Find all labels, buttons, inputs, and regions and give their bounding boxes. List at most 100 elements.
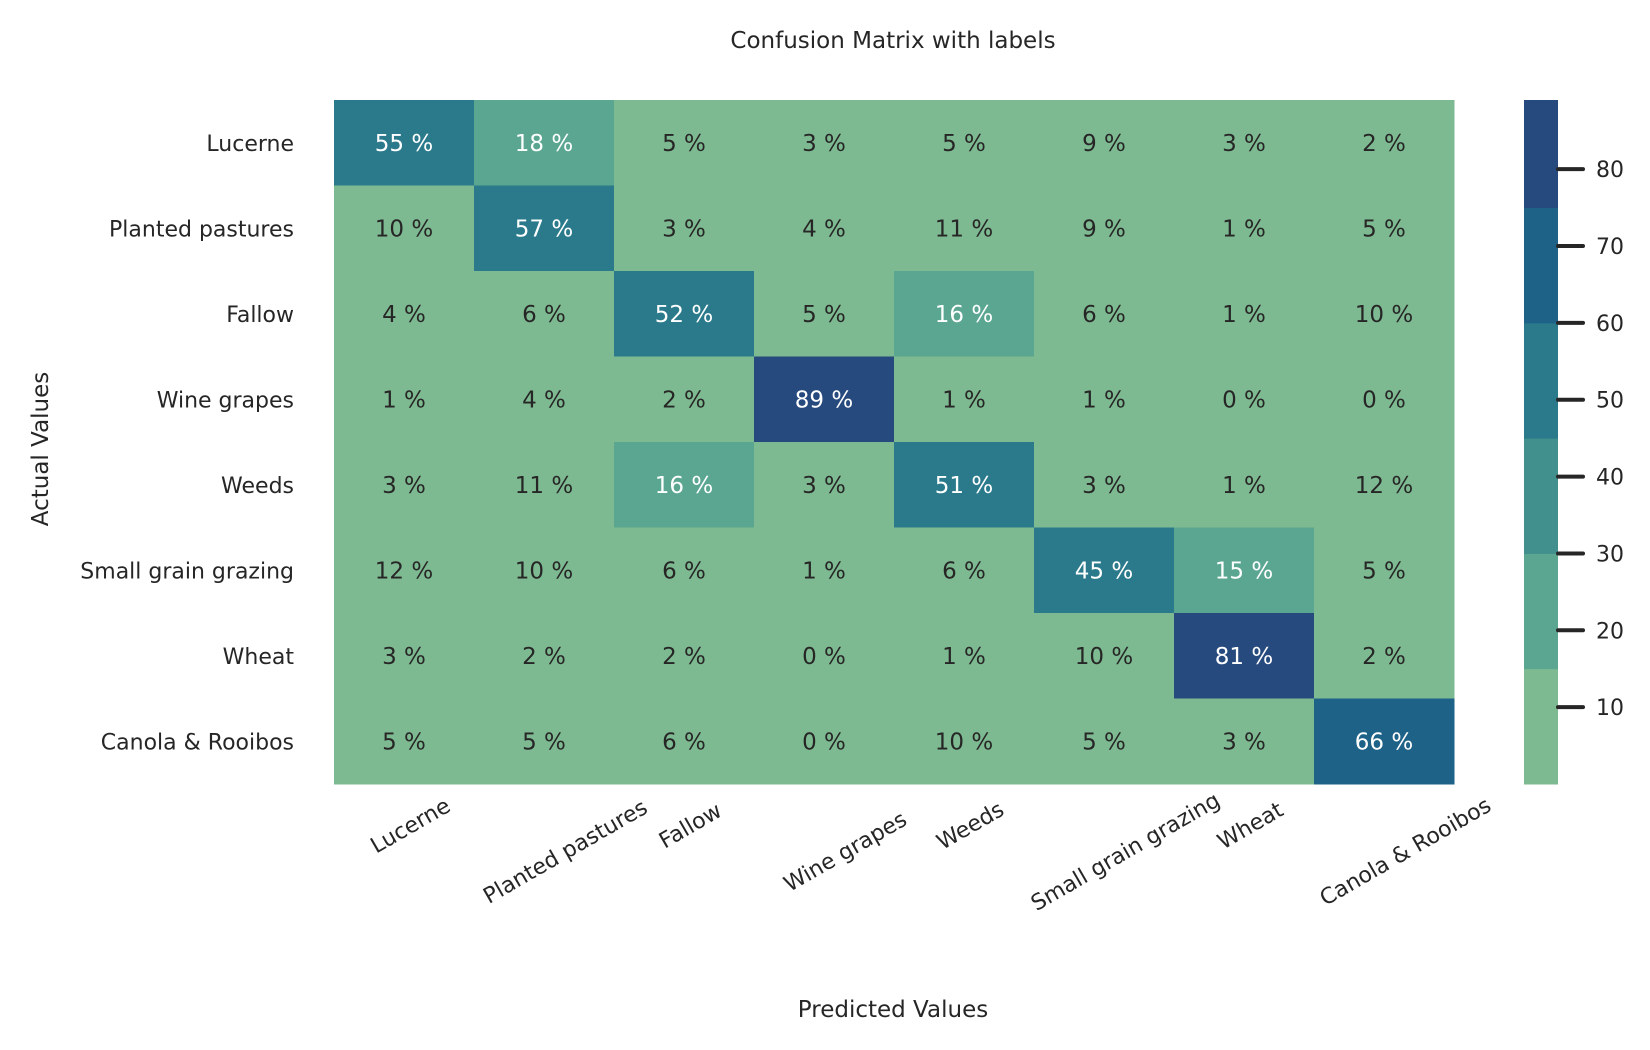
cell-value-label: 6 % xyxy=(662,558,706,584)
cell-value-label: 1 % xyxy=(1082,387,1126,413)
heatmap-cell xyxy=(1034,271,1175,357)
cell-value-label: 3 % xyxy=(802,473,846,499)
x-tick-label: Fallow xyxy=(655,799,726,855)
cell-value-label: 5 % xyxy=(802,302,846,328)
heatmap-cell xyxy=(1314,100,1455,186)
cell-value-label: 5 % xyxy=(1362,216,1406,242)
y-tick-labels: Lucerne Planted pastures Fallow Wine grapes… xyxy=(80,132,294,756)
heatmap-cell xyxy=(754,100,895,186)
colorbar-tick-label: 60 xyxy=(1596,312,1624,337)
cell-value-label: 10 % xyxy=(1075,644,1133,670)
cell-value-label: 51 % xyxy=(935,473,993,499)
heatmap-cell xyxy=(1034,100,1175,186)
heatmap-cell xyxy=(474,271,615,357)
cell-value-label: 45 % xyxy=(1075,558,1133,584)
heatmap-cell xyxy=(1174,442,1315,528)
cell-value-label: 12 % xyxy=(1355,473,1413,499)
cell-value-label: 5 % xyxy=(942,131,986,157)
heatmap-cell xyxy=(754,442,895,528)
cell-value-label: 10 % xyxy=(375,216,433,242)
heatmap-cell xyxy=(474,698,615,785)
cell-value-label: 6 % xyxy=(1082,302,1126,328)
heatmap-cell xyxy=(1314,527,1455,614)
colorbar-tick-label: 20 xyxy=(1596,619,1624,644)
cell-value-label: 1 % xyxy=(382,387,426,413)
heatmap-cell xyxy=(1034,185,1175,272)
cell-value-label: 6 % xyxy=(942,558,986,584)
heatmap-cell xyxy=(334,356,475,443)
colorbar-segment xyxy=(1524,438,1558,554)
colorbar-segment xyxy=(1524,100,1558,209)
heatmap-cell xyxy=(754,527,895,614)
heatmap-cell xyxy=(1034,613,1175,699)
cell-value-label: 9 % xyxy=(1082,216,1126,242)
heatmap-cell xyxy=(894,356,1035,443)
heatmap-cell xyxy=(1314,698,1455,785)
heatmap-cell xyxy=(614,100,755,186)
cell-value-label: 10 % xyxy=(1355,302,1413,328)
chart-title: Confusion Matrix with labels xyxy=(730,28,1055,54)
cell-value-label: 10 % xyxy=(515,558,573,584)
x-tick-label: Wine grapes xyxy=(780,807,911,897)
heatmap-cell xyxy=(614,527,755,614)
heatmap-cell xyxy=(754,356,895,443)
cell-value-label: 55 % xyxy=(375,131,433,157)
x-tick-labels: Lucerne Planted pastures Fallow Wine grapes… xyxy=(367,788,1496,917)
cell-value-label: 89 % xyxy=(795,387,853,413)
cell-value-label: 3 % xyxy=(1222,131,1266,157)
heatmap-cell xyxy=(614,271,755,357)
colorbar: 10 20 30 40 50 60 70 80 xyxy=(1524,100,1624,785)
cell-value-label: 1 % xyxy=(802,558,846,584)
y-tick-label: Lucerne xyxy=(206,132,294,157)
cell-value-label: 4 % xyxy=(802,216,846,242)
heatmap-cell xyxy=(894,613,1035,699)
heatmap-cell xyxy=(1034,356,1175,443)
heatmap-cell xyxy=(754,185,895,272)
y-tick-label: Wine grapes xyxy=(157,388,294,413)
heatmap-cell xyxy=(1174,100,1315,186)
cell-value-label: 16 % xyxy=(935,302,993,328)
cell-value-label: 11 % xyxy=(515,473,573,499)
heatmap-cell xyxy=(334,185,475,272)
colorbar-tick-label: 80 xyxy=(1596,158,1624,183)
cell-value-label: 10 % xyxy=(935,729,993,755)
x-tick-label: Canola & Rooibos xyxy=(1316,793,1496,911)
cell-value-label: 0 % xyxy=(1362,387,1406,413)
cell-value-label: 0 % xyxy=(1222,387,1266,413)
x-tick-label: Planted pastures xyxy=(479,795,652,909)
cell-value-label: 1 % xyxy=(942,644,986,670)
cell-value-label: 3 % xyxy=(662,216,706,242)
cell-value-label: 2 % xyxy=(1362,644,1406,670)
heatmap-cell xyxy=(334,100,475,186)
cell-value-label: 5 % xyxy=(382,729,426,755)
x-tick-label: Small grain grazing xyxy=(1027,788,1225,917)
y-tick-label: Fallow xyxy=(226,303,294,328)
cell-value-label: 3 % xyxy=(1222,729,1266,755)
heatmap-cell xyxy=(1174,698,1315,785)
heatmap-cell xyxy=(1174,527,1315,614)
heatmap-cell xyxy=(754,613,895,699)
y-tick-label: Canola & Rooibos xyxy=(101,730,294,755)
heatmap-cell xyxy=(1314,613,1455,699)
cell-value-label: 81 % xyxy=(1215,644,1273,670)
cell-value-label: 1 % xyxy=(1222,302,1266,328)
cell-value-label: 2 % xyxy=(1362,131,1406,157)
y-tick-label: Planted pastures xyxy=(109,217,294,242)
heatmap-cell xyxy=(1174,271,1315,357)
cell-value-label: 1 % xyxy=(1222,473,1266,499)
cell-value-label: 1 % xyxy=(1222,216,1266,242)
cell-value-label: 5 % xyxy=(522,729,566,755)
heatmap-cell xyxy=(334,613,475,699)
cell-value-label: 12 % xyxy=(375,558,433,584)
colorbar-tick-label: 40 xyxy=(1596,466,1624,491)
colorbar-segment xyxy=(1524,322,1558,439)
cell-value-label: 6 % xyxy=(662,729,706,755)
cell-value-label: 5 % xyxy=(1082,729,1126,755)
colorbar-tick-label: 70 xyxy=(1596,235,1624,260)
heatmap-cell xyxy=(894,100,1035,186)
cell-value-label: 66 % xyxy=(1355,729,1413,755)
heatmap-cell xyxy=(334,698,475,785)
heatmap-cell xyxy=(474,442,615,528)
cell-value-label: 5 % xyxy=(662,131,706,157)
heatmap-cell xyxy=(1314,356,1455,443)
